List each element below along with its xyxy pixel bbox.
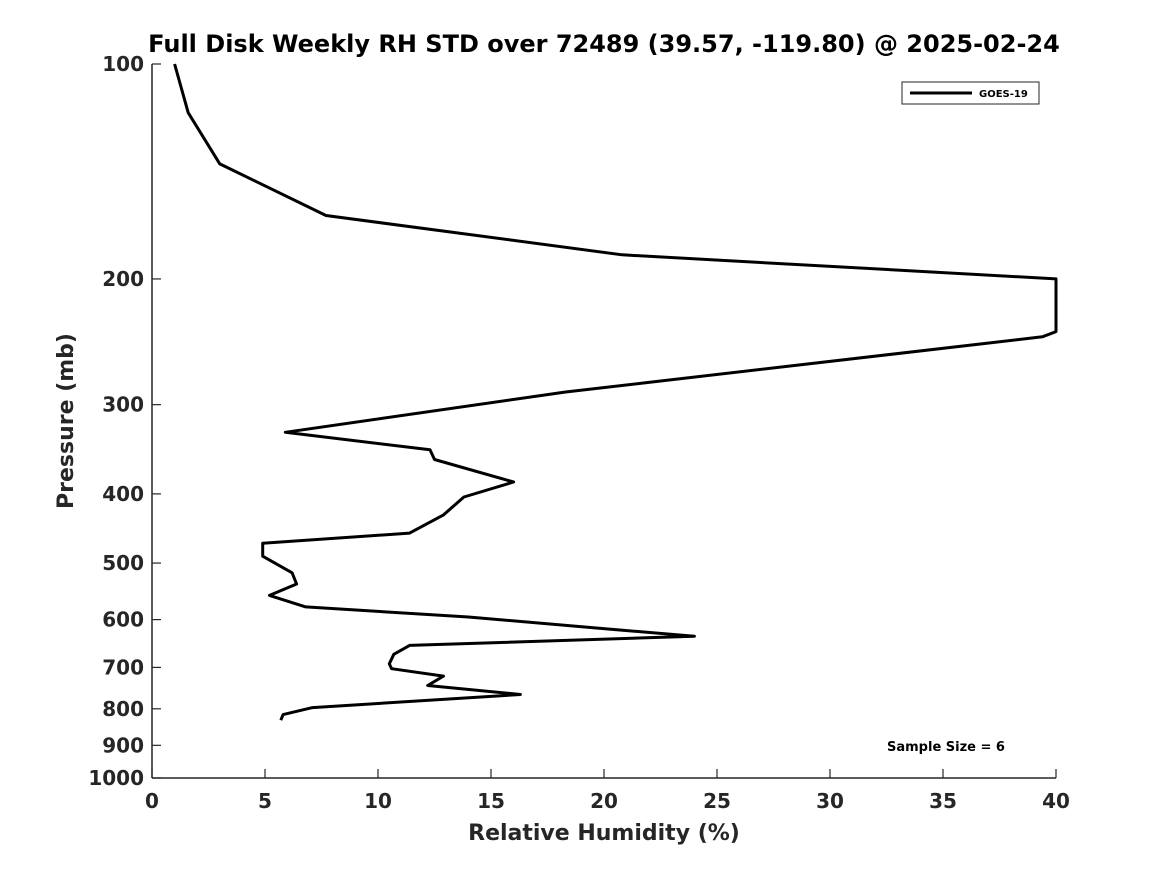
sample-size-annotation: Sample Size = 6 [887,740,1005,755]
x-tick-label: 20 [590,789,618,813]
x-ticks: 0 5 10 15 20 25 30 35 40 [145,769,1070,813]
x-tick-label: 15 [477,789,505,813]
series-layer [173,63,1058,721]
y-axis-label: Pressure (mb) [54,333,79,509]
y-tick-label: 500 [102,551,144,575]
y-tick-label: 900 [102,733,144,757]
chart-title: Full Disk Weekly RH STD over 72489 (39.5… [148,30,1060,58]
x-tick-label: 30 [816,789,844,813]
y-tick-label: 700 [102,655,144,679]
x-tick-label: 25 [703,789,731,813]
y-tick-label: 600 [102,608,144,632]
y-tick-label: 300 [102,393,144,417]
y-tick-label: 200 [102,267,144,291]
axes [151,64,1056,779]
x-tick-label: 0 [145,789,159,813]
x-tick-label: 5 [258,789,272,813]
x-tick-label: 35 [929,789,957,813]
legend-label-goes-19: GOES-19 [979,89,1028,100]
x-tick-label: 10 [364,789,392,813]
x-axis-label: Relative Humidity (%) [468,821,740,846]
y-ticks: 100 200 300 400 500 600 700 800 900 1000 [88,52,161,790]
y-tick-label: 100 [102,52,144,76]
legend: GOES-19 [901,81,1040,105]
series-line-goes-19 [173,63,1058,721]
y-tick-label: 400 [102,482,144,506]
y-tick-label: 1000 [88,766,144,790]
y-tick-label: 800 [102,697,144,721]
x-tick-label: 40 [1042,789,1070,813]
